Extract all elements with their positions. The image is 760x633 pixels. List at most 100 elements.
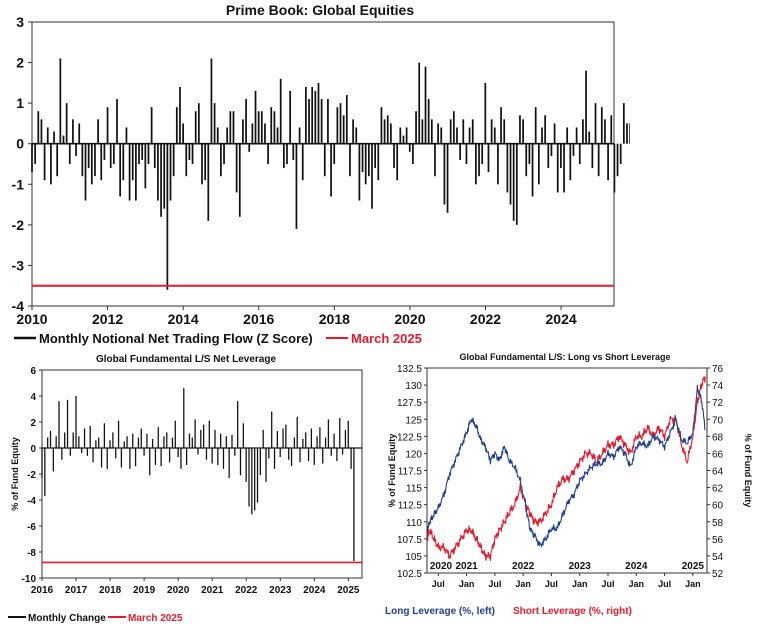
y-left-tick-label: 127.5 <box>397 398 422 409</box>
y-right-tick-label: 68 <box>712 432 724 443</box>
bar <box>81 143 84 177</box>
y-tick-label: 1 <box>16 95 24 111</box>
bar <box>205 448 208 460</box>
bar <box>268 448 270 459</box>
bar <box>177 448 179 458</box>
y-right-tick-label: 64 <box>712 467 724 478</box>
x-year-label: 2025 <box>682 561 705 572</box>
y-tick-label: 4 <box>30 392 36 403</box>
bar <box>31 143 33 173</box>
bar <box>106 107 109 144</box>
bar <box>94 143 96 177</box>
x-tick-label: 2023 <box>269 585 292 596</box>
x-tick-label: 2012 <box>92 311 123 327</box>
bar <box>462 119 465 144</box>
bar <box>591 143 594 169</box>
bar <box>330 143 332 197</box>
bar <box>396 143 399 181</box>
bar <box>100 448 103 468</box>
bar <box>569 143 572 181</box>
x-tick-label: 2024 <box>303 585 326 596</box>
bar <box>271 411 273 448</box>
bar <box>194 419 196 448</box>
y-tick-label: -3 <box>12 257 25 273</box>
bar <box>160 448 162 467</box>
long-leverage-line <box>426 384 706 548</box>
bar <box>146 433 148 448</box>
bar <box>349 143 351 177</box>
y-tick-label: 6 <box>30 366 36 377</box>
bar <box>140 428 142 448</box>
y-left-tick-label: 125 <box>405 415 422 426</box>
y-right-tick-label: 60 <box>712 501 724 512</box>
bar <box>339 103 342 144</box>
bar <box>324 437 327 448</box>
bar <box>53 131 55 144</box>
bar <box>166 432 168 448</box>
bar <box>336 448 338 461</box>
bar <box>292 143 295 160</box>
y-left-tick-label: 132.5 <box>397 364 422 375</box>
y-tick-label: -2 <box>12 217 25 233</box>
y-right-tick-label: 58 <box>712 518 724 529</box>
bar <box>600 107 603 144</box>
bar <box>72 432 74 448</box>
bar <box>298 127 301 144</box>
y-tick-label: 2 <box>30 418 36 429</box>
bar <box>55 436 57 448</box>
legend-label-short: Short Leverage (%, right) <box>513 606 632 617</box>
bar <box>235 143 238 193</box>
bar <box>128 143 131 201</box>
bar <box>270 107 273 144</box>
x-tick-label: 2024 <box>546 311 577 327</box>
bar <box>179 86 181 144</box>
bar <box>282 143 285 169</box>
bar <box>500 107 502 144</box>
bar <box>443 143 446 205</box>
bar <box>109 143 112 169</box>
bar <box>430 119 433 144</box>
bar <box>150 107 153 144</box>
bar <box>421 119 424 144</box>
x-month-label: Jul <box>602 579 615 589</box>
bar <box>163 143 166 209</box>
net-leverage-chart: Global Fundamental L/S Net Leverage -10 -8… <box>0 350 372 633</box>
bar <box>377 143 380 181</box>
bar <box>207 143 210 221</box>
bar <box>597 143 600 177</box>
bar <box>135 143 137 201</box>
bar <box>210 58 213 144</box>
bar <box>185 448 188 465</box>
bar <box>257 111 260 144</box>
bar <box>440 127 443 144</box>
prime-book-svg: Prime Book: Global Equities -4 -3 -2 -1 0 1 2 3 2… <box>12 2 630 346</box>
bar <box>465 143 468 164</box>
bar <box>333 143 336 164</box>
legend-label-long: Long Leverage (%, left) <box>385 606 495 617</box>
bar <box>112 432 114 448</box>
bar <box>342 115 345 144</box>
bar <box>478 143 480 177</box>
x-month-label: Jan <box>629 579 645 589</box>
bar <box>223 143 225 164</box>
bar <box>286 143 288 164</box>
bar <box>59 58 62 144</box>
bar <box>191 143 194 164</box>
bar <box>81 448 83 454</box>
bar <box>424 66 427 144</box>
chart-title: Global Fundamental L/S Net Leverage <box>96 354 276 365</box>
y-tick-label: -6 <box>27 522 36 533</box>
bar <box>386 115 389 144</box>
legend-label-change: Monthly Change <box>28 613 106 624</box>
bar <box>98 437 100 448</box>
bar <box>578 143 581 164</box>
bar <box>519 115 521 144</box>
bar <box>307 448 310 461</box>
bar <box>626 123 628 144</box>
long-short-svg: Global Fundamental L/S: Long vs Short Le… <box>385 352 753 617</box>
bar <box>172 143 175 177</box>
x-year-label: 2021 <box>455 561 478 572</box>
bar <box>355 127 358 144</box>
bar <box>78 123 81 144</box>
y-axis-label: % of Fund Equity <box>10 437 20 511</box>
